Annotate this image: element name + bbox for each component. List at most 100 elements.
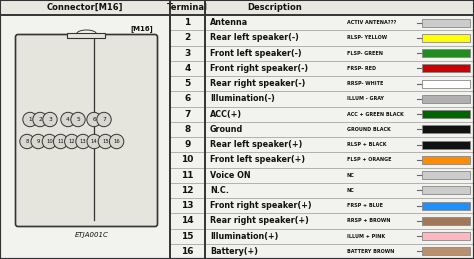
Text: 2: 2 [184,33,191,42]
Text: 7: 7 [184,110,191,119]
Text: 6: 6 [184,94,191,103]
Text: 13: 13 [80,139,86,144]
Text: ETJA001C: ETJA001C [74,232,109,238]
Text: Battery(+): Battery(+) [210,247,258,256]
Text: 5: 5 [76,117,80,122]
Bar [67,33,106,38]
Text: 1: 1 [184,18,191,27]
Circle shape [87,112,101,127]
Text: Description: Description [247,3,302,12]
Text: Front left speaker(-): Front left speaker(-) [210,49,301,57]
Text: ACC + GREEN BLACK: ACC + GREEN BLACK [347,112,404,117]
Text: Rear left speaker(+): Rear left speaker(+) [210,140,302,149]
Text: N.C.: N.C. [210,186,229,195]
Text: Front right speaker(-): Front right speaker(-) [210,64,308,73]
Text: NC: NC [347,173,355,178]
Bar [422,19,470,27]
Circle shape [43,112,57,127]
Text: Rear left speaker(-): Rear left speaker(-) [210,33,299,42]
Text: 9: 9 [36,139,40,144]
Text: 3: 3 [48,117,52,122]
Circle shape [76,134,90,149]
Bar [422,171,470,179]
Bar [422,141,470,149]
Bar [422,202,470,210]
Text: 15: 15 [102,139,109,144]
Text: Illumination(-): Illumination(-) [210,94,275,103]
Text: FRSP- RED: FRSP- RED [347,66,376,71]
Text: ILLUM + PINK: ILLUM + PINK [347,234,385,239]
Text: 14: 14 [91,139,98,144]
Text: Terminal: Terminal [167,3,208,12]
Text: 16: 16 [181,247,194,256]
Circle shape [64,134,79,149]
Text: NC: NC [347,188,355,193]
Circle shape [54,134,68,149]
Text: 11: 11 [181,171,194,180]
Circle shape [23,112,37,127]
Text: 7: 7 [102,117,106,122]
Text: 16: 16 [113,139,120,144]
Circle shape [20,134,34,149]
Text: FLSP- GREEN: FLSP- GREEN [347,51,383,56]
Circle shape [109,134,124,149]
Text: Ground: Ground [210,125,243,134]
Bar [422,95,470,103]
Text: Front right speaker(+): Front right speaker(+) [210,201,311,210]
Text: 14: 14 [181,216,194,225]
Circle shape [87,134,101,149]
Bar [422,80,470,88]
Bar [422,34,470,42]
Text: Voice ON: Voice ON [210,171,251,180]
Text: 4: 4 [184,64,191,73]
Text: ILLUM - GRAY: ILLUM - GRAY [347,96,384,101]
Text: 6: 6 [92,117,96,122]
Text: BATTERY BROWN: BATTERY BROWN [347,249,394,254]
Bar [422,110,470,118]
Text: 3: 3 [184,49,191,57]
Bar [422,186,470,194]
Text: Rear right speaker(-): Rear right speaker(-) [210,79,305,88]
Text: RRSP + BROWN: RRSP + BROWN [347,218,391,223]
Bar [422,64,470,72]
Text: [M16]: [M16] [130,25,153,32]
Bar [0,0,474,15]
Text: ACC(+): ACC(+) [210,110,242,119]
Bar [422,247,470,255]
Text: Antenna: Antenna [210,18,248,27]
Text: 1: 1 [28,117,32,122]
Bar [422,232,470,240]
Text: Rear right speaker(+): Rear right speaker(+) [210,216,309,225]
Circle shape [42,134,56,149]
FancyBboxPatch shape [16,34,157,227]
Text: Front left speaker(+): Front left speaker(+) [210,155,305,164]
Text: 15: 15 [181,232,194,241]
Text: 5: 5 [184,79,191,88]
Text: 13: 13 [181,201,194,210]
Circle shape [61,112,75,127]
Text: RLSP- YELLOW: RLSP- YELLOW [347,35,387,40]
Circle shape [31,134,46,149]
Text: 11: 11 [57,139,64,144]
Bar [422,49,470,57]
Bar [422,217,470,225]
Text: Illumination(+): Illumination(+) [210,232,278,241]
Text: FLSP + ORANGE: FLSP + ORANGE [347,157,392,162]
Text: RRSP- WHITE: RRSP- WHITE [347,81,383,86]
Bar [422,156,470,164]
Text: 12: 12 [68,139,75,144]
Circle shape [97,112,111,127]
Circle shape [33,112,47,127]
Text: 2: 2 [38,117,42,122]
Text: 8: 8 [184,125,191,134]
Text: 8: 8 [25,139,29,144]
Text: 4: 4 [66,117,70,122]
Text: FRSP + BLUE: FRSP + BLUE [347,203,383,208]
Text: RLSP + BLACK: RLSP + BLACK [347,142,386,147]
Circle shape [71,112,85,127]
Bar [422,125,470,133]
Text: GROUND BLACK: GROUND BLACK [347,127,391,132]
Text: Connector[M16]: Connector[M16] [47,3,123,12]
Text: 10: 10 [46,139,53,144]
Text: ACTIV ANTENA???: ACTIV ANTENA??? [347,20,396,25]
